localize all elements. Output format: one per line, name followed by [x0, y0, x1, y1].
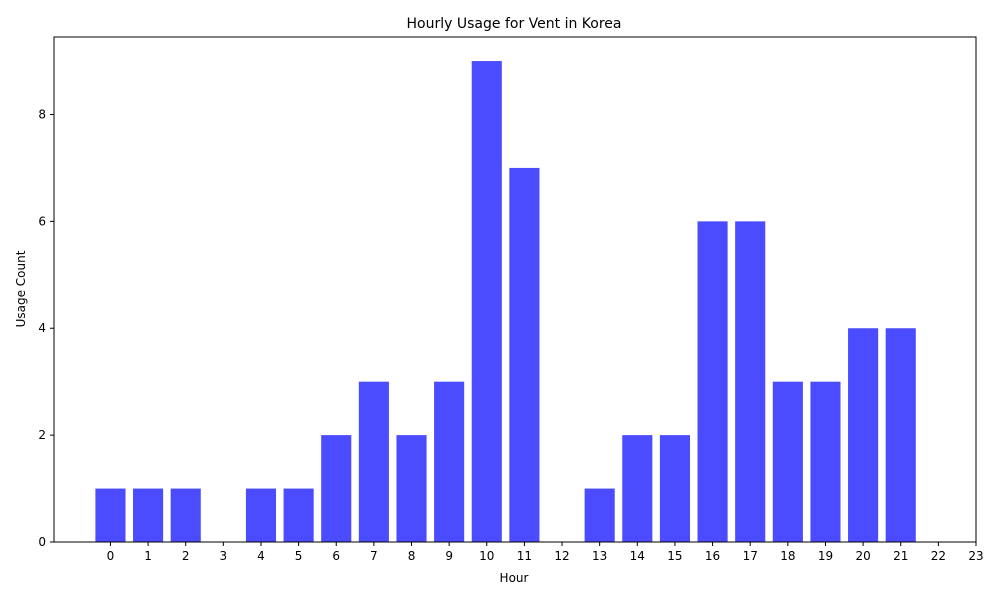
x-tick-label: 2	[182, 549, 190, 563]
y-axis-ticks: 0 2 4 6 8	[38, 107, 54, 549]
bar-hour-6	[321, 435, 352, 542]
x-tick-label: 13	[592, 549, 607, 563]
bar-hour-5	[283, 488, 314, 542]
bar-hour-19	[810, 381, 841, 542]
bar-hour-16	[697, 221, 728, 542]
bar-hour-4	[245, 488, 277, 542]
bar-hour-8	[396, 435, 427, 542]
x-tick-label: 8	[408, 549, 416, 563]
x-tick-label: 14	[630, 549, 645, 563]
bar-hour-20	[848, 328, 879, 542]
x-tick-label: 3	[220, 549, 228, 563]
y-tick-label: 4	[38, 321, 46, 335]
bar-hour-13	[584, 488, 615, 542]
bar-hour-10	[471, 61, 502, 543]
bar-hour-21	[885, 328, 916, 542]
y-tick-label: 0	[38, 535, 46, 549]
x-tick-label: 5	[295, 549, 303, 563]
x-tick-label: 18	[780, 549, 795, 563]
x-tick-label: 22	[931, 549, 946, 563]
x-tick-label: 20	[855, 549, 870, 563]
x-tick-label: 1	[144, 549, 152, 563]
x-tick-label: 21	[893, 549, 908, 563]
x-axis-label: Hour	[500, 571, 529, 585]
bar-hour-1	[133, 488, 164, 542]
x-tick-label: 23	[968, 549, 983, 563]
bar-hour-11	[509, 167, 540, 543]
x-tick-label: 19	[818, 549, 833, 563]
y-tick-label: 2	[38, 428, 46, 442]
bar-hour-9	[434, 381, 465, 542]
x-axis-ticks: 0 1 2 3 4 5 6 7 8 9 10 11 12 13 14 15 16 17 18 19 20 21 22 23	[107, 542, 984, 563]
y-tick-label: 6	[38, 214, 46, 228]
x-tick-label: 6	[332, 549, 340, 563]
x-tick-label: 16	[705, 549, 720, 563]
bar-hour-7	[358, 381, 389, 542]
x-tick-label: 7	[370, 549, 378, 563]
x-tick-label: 11	[517, 549, 532, 563]
x-tick-label: 10	[479, 549, 494, 563]
chart-title: Hourly Usage for Vent in Korea	[407, 16, 622, 32]
y-axis-label: Usage Count	[14, 250, 28, 327]
bar-hour-15	[659, 435, 690, 542]
x-tick-label: 12	[554, 549, 569, 563]
bar-hour-14	[622, 435, 653, 542]
x-tick-label: 9	[445, 549, 453, 563]
x-tick-label: 17	[743, 549, 758, 563]
bar-hour-17	[735, 221, 766, 542]
x-tick-label: 0	[107, 549, 115, 563]
bar-hour-0	[95, 488, 126, 542]
x-tick-label: 4	[257, 549, 265, 563]
axes-frame	[53, 36, 977, 543]
bars-group	[95, 61, 916, 543]
bar-hour-2	[170, 488, 201, 542]
x-tick-label: 15	[667, 549, 682, 563]
y-tick-label: 8	[38, 107, 46, 121]
bar-hour-18	[772, 381, 803, 542]
